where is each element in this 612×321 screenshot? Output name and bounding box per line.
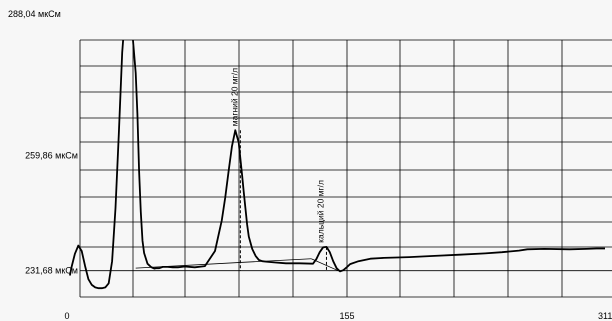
y-tick-label: 288,04 мкСм bbox=[8, 9, 61, 19]
peak-baseline bbox=[240, 258, 312, 263]
grid bbox=[79, 39, 612, 298]
annotations: магний 20 мг/л кальций 20 мг/л bbox=[229, 68, 327, 271]
baselines bbox=[135, 258, 341, 272]
y-axis-ticks: 288,04 мкСм 259,86 мкСм 231,68 мкСм bbox=[8, 9, 78, 276]
x-tick-label: 311 bbox=[598, 311, 612, 321]
x-tick-label: 0 bbox=[64, 311, 69, 321]
peak-label: кальций 20 мг/л bbox=[315, 180, 325, 243]
x-tick-label: 155 bbox=[339, 311, 354, 321]
y-tick-label: 231,68 мкСм bbox=[25, 266, 78, 276]
peak-label: магний 20 мг/л bbox=[229, 68, 239, 126]
y-tick-label: 259,86 мкСм bbox=[25, 150, 78, 160]
conductivity-trace bbox=[69, 40, 605, 290]
x-axis-ticks: 0 155 311 bbox=[64, 311, 612, 321]
trace-layer bbox=[69, 40, 605, 290]
